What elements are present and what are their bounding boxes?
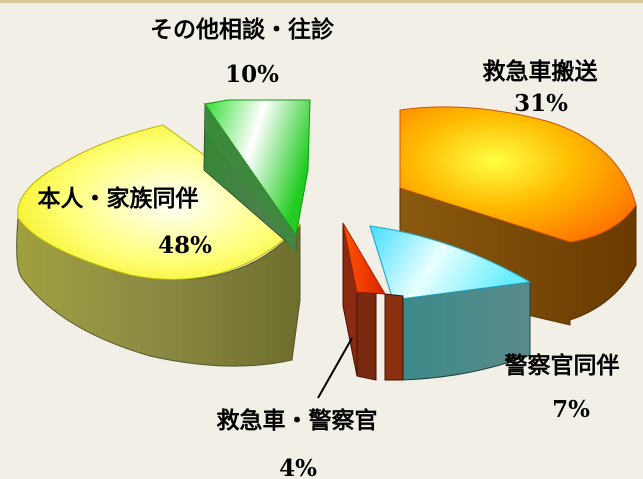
value-救急車警察官: 4% [279, 455, 317, 479]
value-救急車搬送: 31% [514, 90, 568, 117]
slice-本人家族同伴 [16, 124, 301, 367]
label-その他相談往診: その他相談・往診 [150, 16, 335, 43]
leader-line [317, 337, 353, 399]
value-本人家族同伴: 48% [158, 232, 212, 259]
slice-その他相談往診 [203, 99, 311, 255]
label-救急車警察官: 救急車・警察官 [217, 407, 378, 434]
value-警察官同伴: 7% [552, 396, 590, 423]
label-本人家族同伴: 本人・家族同伴 [38, 185, 199, 212]
label-救急車搬送: 救急車搬送 [483, 58, 598, 85]
slice-救急車警察官 [342, 222, 404, 381]
top-rule [0, 0, 643, 3]
value-その他相談往診: 10% [225, 61, 279, 88]
label-警察官同伴: 警察官同伴 [505, 352, 620, 379]
